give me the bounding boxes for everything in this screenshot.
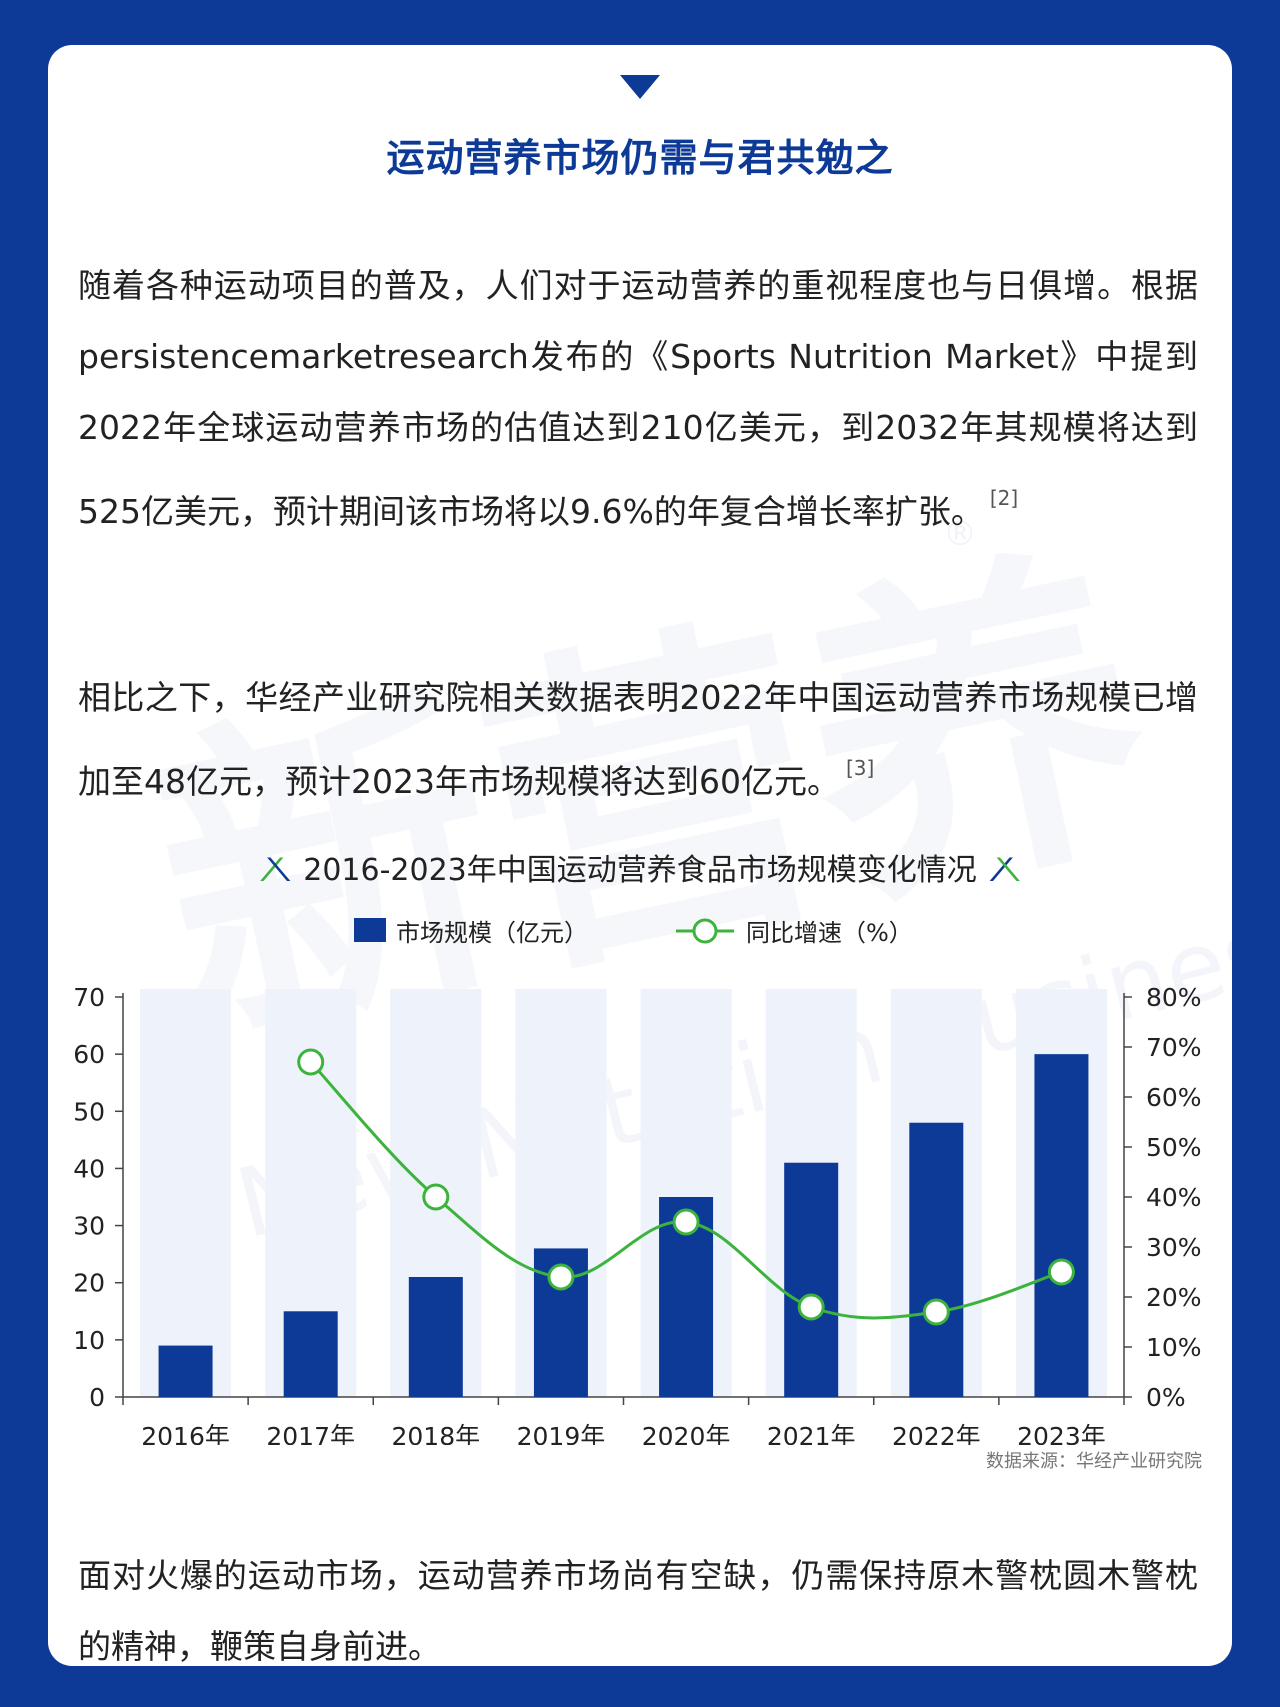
legend-line-label: 同比增速（%）: [746, 919, 913, 947]
chart-title-text: 2016-2023年中国运动营养食品市场规模变化情况: [303, 853, 977, 888]
left-tick-label: 40: [73, 1154, 105, 1183]
left-tick-label: 20: [73, 1269, 105, 1298]
paragraph-text: 随着各种运动项目的普及，人们对于运动营养的重视程度也与日俱增。根据persist…: [78, 266, 1198, 531]
cross-mark-icon: ⟋⟍: [990, 853, 1019, 888]
x-tick-label: 2017年: [266, 1422, 355, 1445]
x-tick-label: 2016年: [141, 1422, 230, 1445]
market-size-chart: 0 10 20 30 40 50 60 70 0% 10% 20% 30% 40% 50% 60% 70% 80…: [73, 983, 1202, 1445]
left-tick-label: 70: [73, 983, 105, 1012]
bar: [1034, 1054, 1089, 1397]
bar: [283, 1311, 338, 1397]
left-tick-label: 60: [73, 1040, 105, 1069]
left-tick-label: 10: [73, 1326, 105, 1355]
right-tick-label: 60%: [1146, 1083, 1202, 1112]
right-tick-label: 10%: [1146, 1333, 1202, 1362]
growth-point: [297, 1048, 325, 1076]
bar: [784, 1162, 839, 1397]
paragraph-global-market: 随着各种运动项目的普及，人们对于运动营养的重视程度也与日俱增。根据persist…: [78, 250, 1198, 547]
source-note: 数据来源：华经产业研究院: [986, 1451, 1202, 1472]
x-tick-label: 2023年: [1017, 1422, 1106, 1445]
growth-point: [547, 1263, 575, 1291]
paragraph-text: 相比之下，华经产业研究院相关数据表明2022年中国运动营养市场规模已增加至48亿…: [78, 678, 1198, 801]
paragraph-conclusion: 面对火爆的运动市场，运动营养市场尚有空缺，仍需保持原木警枕圆木警枕的精神，鞭策自…: [78, 1540, 1198, 1666]
content-card: 新营养 New Nutrition Business ® 运动营养市场仍需与君共…: [48, 45, 1232, 1666]
right-tick-label: 40%: [1146, 1183, 1202, 1212]
bar: [158, 1345, 213, 1397]
legend-bar-swatch: [354, 918, 386, 942]
right-tick-label: 20%: [1146, 1283, 1202, 1312]
right-tick-label: 0%: [1146, 1383, 1186, 1412]
chart-title: ⟋⟍ 2016-2023年中国运动营养食品市场规模变化情况 ⟋⟍: [48, 845, 1232, 889]
x-tick-label: 2022年: [892, 1422, 981, 1445]
reference-mark: [3]: [845, 756, 875, 780]
page-title: 运动营养市场仍需与君共勉之: [386, 136, 894, 180]
cross-mark-icon: ⟋⟍: [261, 853, 290, 888]
paragraph-china-market: 相比之下，华经产业研究院相关数据表明2022年中国运动营养市场规模已增加至48亿…: [78, 662, 1198, 817]
x-tick-label: 2020年: [642, 1422, 731, 1445]
legend-bar-label: 市场规模（亿元）: [396, 919, 588, 947]
bar: [408, 1277, 463, 1397]
growth-point: [797, 1293, 825, 1321]
right-tick-label: 50%: [1146, 1133, 1202, 1162]
category-band: [140, 989, 232, 1397]
x-tick-label: 2018年: [392, 1422, 481, 1445]
right-tick-label: 70%: [1146, 1033, 1202, 1062]
left-tick-label: 0: [89, 1383, 105, 1412]
chart-legend: 市场规模（亿元） 同比增速（%）: [48, 911, 1232, 951]
right-tick-label: 30%: [1146, 1233, 1202, 1262]
growth-point: [422, 1183, 450, 1211]
down-triangle-icon: [620, 75, 660, 99]
paragraph-text: 面对火爆的运动市场，运动营养市场尚有空缺，仍需保持原木警枕圆木警枕的精神，鞭策自…: [78, 1556, 1198, 1666]
left-tick-label: 50: [73, 1097, 105, 1126]
bar: [909, 1122, 964, 1397]
growth-point: [672, 1208, 700, 1236]
legend-line-swatch: [676, 918, 734, 944]
left-tick-label: 30: [73, 1212, 105, 1241]
x-tick-label: 2019年: [517, 1422, 606, 1445]
reference-mark: [2]: [989, 486, 1019, 510]
right-tick-label: 80%: [1146, 983, 1202, 1012]
x-tick-label: 2021年: [767, 1422, 856, 1445]
growth-point: [1047, 1258, 1075, 1286]
growth-point: [922, 1298, 950, 1326]
